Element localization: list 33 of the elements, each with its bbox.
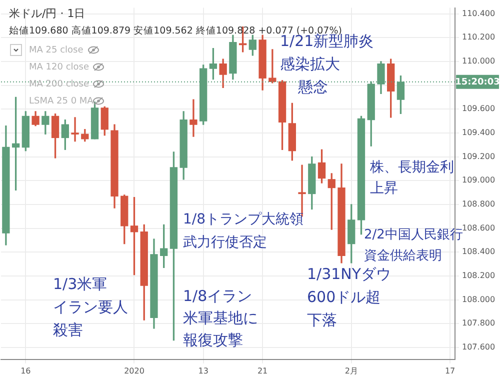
x-tick-label: 13 <box>198 366 208 376</box>
y-tick-label: 108.200 <box>462 271 496 280</box>
annotation: 株、長期金利上昇 <box>369 160 454 197</box>
candlestick <box>190 99 198 137</box>
annotation: 1/8トランプ大統領武力行使否定 <box>183 212 304 251</box>
annotation: LSMA 25 0 MA <box>29 96 94 106</box>
y-tick-label: 107.600 <box>462 342 496 352</box>
y-tick-label: 108.400 <box>462 247 496 256</box>
annotation: MA 25 close <box>29 45 84 56</box>
y-tick-label: 109.200 <box>462 152 496 161</box>
annotation: 1/31NYダウ600ドル超下落 <box>307 264 392 329</box>
annotation: MA 120 close <box>29 62 90 72</box>
y-tick-label: 110.200 <box>462 32 496 42</box>
y-tick-label: 108.800 <box>462 200 496 209</box>
annotation: 1/3米軍イラン要人殺害 <box>53 274 128 339</box>
y-tick-label: 110.400 <box>462 8 496 18</box>
y-tick-label: 108.600 <box>462 223 496 232</box>
chart-title: 米ドル/円 · 1日 <box>9 6 86 20</box>
x-tick-label: 21 <box>257 366 268 376</box>
y-tick-label: 109.400 <box>462 128 496 138</box>
x-tick-label: 2020 <box>124 366 144 376</box>
annotation: MA 200 close <box>29 79 90 90</box>
annotation: 1/8イラン米軍基地に報復攻撃 <box>183 286 258 349</box>
candlestick <box>71 117 79 142</box>
y-tick-label: 107.800 <box>462 318 496 328</box>
y-tick-label: 109.000 <box>462 176 496 185</box>
x-tick-label: 16 <box>20 366 31 376</box>
y-tick-label: 108.000 <box>462 294 496 304</box>
x-tick-label: 2月 <box>344 366 358 376</box>
y-tick-label: 110.000 <box>462 56 496 66</box>
text: 15:20:03 <box>455 77 500 88</box>
x-tick-label: 17 <box>444 366 456 376</box>
y-tick-label: 109.600 <box>462 104 496 114</box>
